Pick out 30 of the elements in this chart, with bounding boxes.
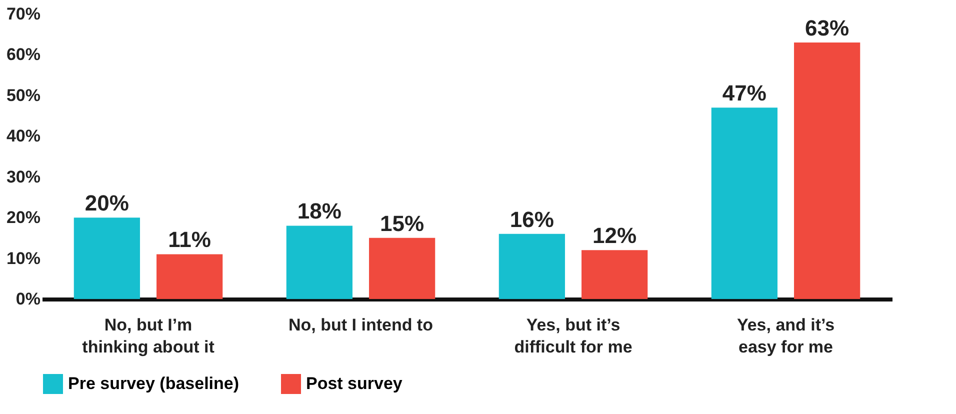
legend-label: Pre survey (baseline) xyxy=(68,374,240,393)
y-tick-label: 70% xyxy=(6,4,40,24)
x-tick-label: No, but I intend to xyxy=(288,316,433,334)
bar xyxy=(74,218,140,299)
data-label: 11% xyxy=(168,227,211,252)
data-label: 15% xyxy=(380,210,424,236)
data-label: 18% xyxy=(297,198,342,224)
bar xyxy=(156,254,223,299)
bar xyxy=(794,42,860,299)
y-tick-label: 60% xyxy=(6,45,40,64)
y-tick-label: 0% xyxy=(16,290,40,308)
data-label: 16% xyxy=(510,206,554,232)
y-tick-label: 10% xyxy=(6,248,40,268)
y-tick-label: 20% xyxy=(6,208,40,228)
bar xyxy=(369,238,436,299)
y-tick-label: 40% xyxy=(6,126,40,146)
bar xyxy=(582,250,648,299)
y-tick-label: 30% xyxy=(6,167,40,186)
data-label: 12% xyxy=(592,223,637,248)
x-tick-label: No, but I’m thinking about it xyxy=(82,316,215,356)
data-label: 47% xyxy=(722,80,766,106)
data-label: 20% xyxy=(84,190,129,216)
bar xyxy=(711,108,778,299)
x-tick-label: Yes, and it’s easy for me xyxy=(736,316,835,356)
bar xyxy=(286,226,352,299)
y-tick-label: 50% xyxy=(6,86,40,105)
bar xyxy=(498,234,565,299)
data-label: 63% xyxy=(805,16,850,40)
legend-label: Post survey xyxy=(306,374,403,393)
x-tick-label: Yes, but it’s difficult for me xyxy=(514,316,632,356)
